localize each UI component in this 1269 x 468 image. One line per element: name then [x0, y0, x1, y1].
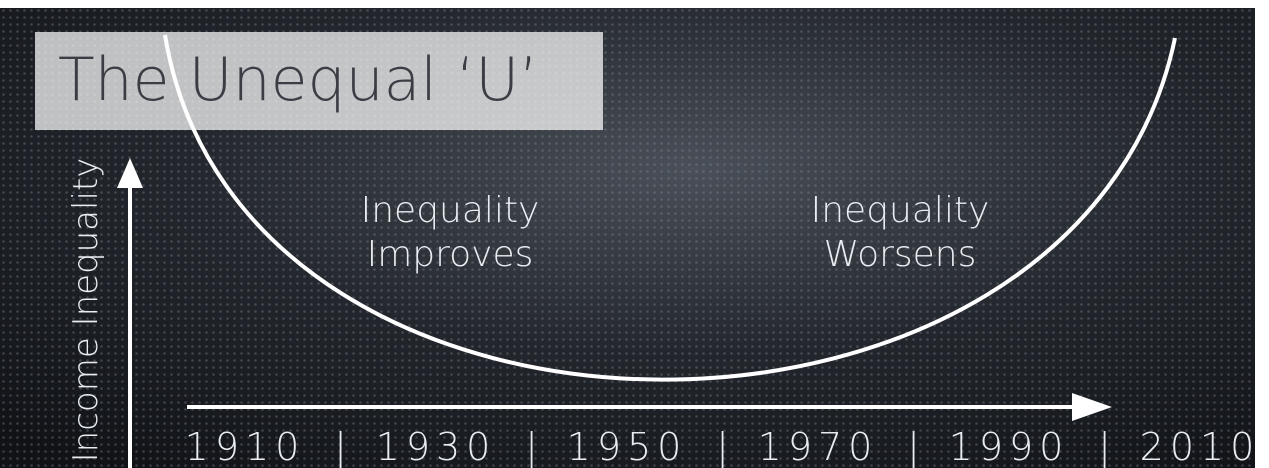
x-label-separator: | [716, 425, 729, 468]
annotation: Worsens [824, 234, 977, 275]
annotation: Inequality [811, 190, 990, 231]
diagram: The Unequal ‘U’ Income Inequality Inequa… [0, 0, 1269, 468]
x-label: 1950 [567, 425, 688, 468]
annotation: Inequality [361, 190, 540, 231]
y-axis-label: Income Inequality [66, 158, 106, 463]
x-label-separator: | [525, 425, 538, 468]
x-label: 1990 [949, 425, 1070, 468]
title: The Unequal ‘U’ [58, 45, 538, 115]
x-label: 1930 [376, 425, 497, 468]
x-label: 2010 [1140, 425, 1261, 468]
x-label-separator: | [334, 425, 347, 468]
annotation: Improves [367, 234, 534, 275]
x-label-separator: | [907, 425, 920, 468]
page: The Unequal ‘U’ Income Inequality Inequa… [0, 0, 1269, 468]
x-label-separator: | [1098, 425, 1111, 468]
x-label: 1970 [758, 425, 879, 468]
x-label: 1910 [185, 425, 306, 468]
